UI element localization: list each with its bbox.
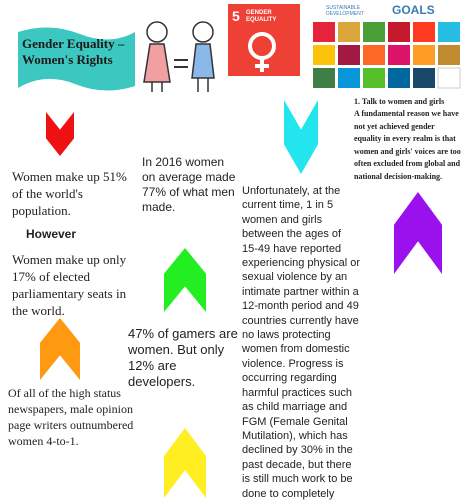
title-banner	[18, 27, 135, 91]
sdg-poster-label: SUSTAINABLE DEVELOPMENT	[326, 5, 364, 17]
sdg-label: GENDER EQUALITY	[246, 10, 277, 23]
fact: Women make up 51% of the world's populat…	[12, 169, 127, 218]
fact: Women make up only 17% of elected parlia…	[12, 252, 127, 318]
sdg-tile	[338, 45, 360, 65]
chevron	[164, 428, 206, 498]
fact: Of all of the high status newspapers, ma…	[8, 386, 134, 448]
sdg-grid	[313, 22, 461, 89]
sdg-tile	[338, 22, 360, 42]
man-figure	[191, 21, 215, 92]
sdg-tile	[437, 67, 461, 89]
woman-figure	[143, 21, 171, 92]
fact: 47% of gamers are women. But only 12% ar…	[128, 326, 238, 389]
chevron	[46, 112, 74, 156]
sdg-tile	[388, 22, 410, 42]
sdg-icon-symbol	[248, 32, 276, 72]
sdg-tile	[313, 45, 335, 65]
sdg-tile	[363, 45, 385, 65]
fact: Unfortunately, at the current time, 1 in…	[242, 185, 361, 500]
sdg-tile	[313, 68, 335, 88]
chevron	[284, 100, 318, 174]
sdg-tile	[388, 68, 410, 88]
heading: However	[26, 227, 77, 241]
sdg-tile	[363, 22, 385, 42]
fact: In 2016 women on average made 77% of wha…	[142, 155, 236, 214]
sdg-tile	[438, 45, 460, 65]
sdg-tile	[338, 68, 360, 88]
sdg-tile	[388, 45, 410, 65]
chevron	[394, 192, 442, 274]
equals-sign	[174, 59, 188, 68]
sdg-tile	[313, 22, 335, 42]
chevron	[164, 248, 206, 312]
sdg-tile	[413, 68, 435, 88]
action-body: A fundamental reason we have not yet ach…	[354, 109, 461, 181]
chevron	[40, 318, 80, 380]
sdg-tile	[363, 68, 385, 88]
sdg-tile	[413, 45, 435, 65]
sdg-tile	[413, 22, 435, 42]
sdg-number: 5	[232, 8, 240, 24]
action-heading: 1. Talk to women and girls	[354, 97, 445, 106]
sdg-poster-goals: GOALS	[392, 3, 435, 17]
title: Gender Equality – Women's Rights	[22, 36, 125, 67]
sdg-tile	[438, 22, 460, 42]
